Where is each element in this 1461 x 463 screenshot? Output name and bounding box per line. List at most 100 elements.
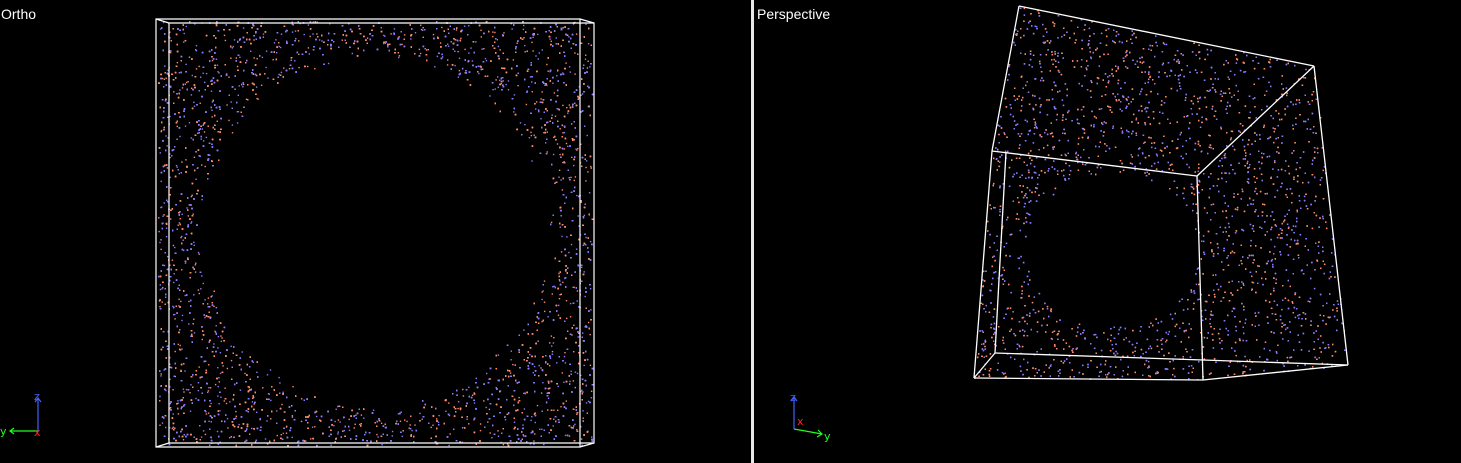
particle [256,74,258,77]
particle [180,300,182,303]
particle [533,413,536,415]
particle [184,125,187,127]
particle [244,372,246,375]
particle [285,426,288,428]
particle [448,414,451,417]
particle [208,364,210,366]
particle [457,76,460,78]
particle [278,42,280,44]
particle [266,443,269,445]
particle [547,397,550,399]
particle [581,93,584,95]
particle [239,389,242,391]
particle [297,441,299,443]
particle [523,392,525,394]
particle [193,241,195,243]
particle [167,69,169,71]
particle [506,443,509,445]
particle [543,301,546,303]
particle [590,309,592,311]
particle [202,140,205,142]
particle [175,164,178,167]
particle [172,244,175,247]
ortho-scene[interactable]: z y x [0,0,751,463]
particle [547,70,549,72]
particle [179,349,182,351]
particle [541,320,543,323]
particle [470,47,472,49]
particle [523,408,526,410]
particle [245,429,247,432]
particle [179,344,181,347]
particle [487,75,489,77]
particle [532,372,534,374]
particle [533,440,535,442]
particle [513,94,516,96]
particle [173,281,175,284]
particle [577,265,579,267]
particle [197,389,200,392]
particle [568,435,571,437]
particle [568,104,571,106]
particle [441,56,444,58]
particle [351,52,353,55]
particle [562,132,564,134]
particle [265,50,268,52]
particle [572,23,575,25]
particle [366,37,369,39]
particle [376,433,378,436]
particle [546,63,548,66]
particle [160,180,162,183]
particle [216,430,219,433]
particle [163,214,165,216]
particle [540,98,542,100]
particle [479,429,482,432]
particle [577,147,579,150]
particle [522,435,525,437]
particle [546,151,548,153]
particle [556,75,558,77]
particle [314,67,316,70]
particle [220,396,222,398]
particle [159,152,161,154]
particle [167,137,169,139]
particle [251,427,253,430]
particle [172,413,174,415]
ortho-viewport[interactable]: Ortho z y x [0,0,751,463]
particle [499,49,501,51]
particle [471,394,474,396]
particle [172,389,174,391]
particle [458,69,461,72]
particle [174,313,176,316]
particle [558,279,561,281]
particle [228,76,230,78]
particle [567,330,569,332]
particle [576,149,578,151]
particle [393,28,396,30]
particle [480,29,482,32]
particle [391,430,394,433]
particle [193,101,195,104]
particle [226,367,229,370]
particle [291,23,293,25]
particle [219,352,222,354]
particle [530,131,532,134]
particle [589,364,592,366]
particle [182,388,185,390]
particle [190,221,193,223]
particle [585,166,587,169]
particle [578,332,580,334]
particle [414,424,416,426]
particle [491,437,493,439]
particle [563,131,566,134]
particle [457,50,459,53]
particle [291,415,294,417]
particle [401,43,403,46]
particle [224,39,227,42]
particle [337,433,339,435]
particle [533,443,535,445]
particle [185,25,187,28]
particle [576,372,579,375]
particle [193,244,195,246]
particle [560,251,563,253]
